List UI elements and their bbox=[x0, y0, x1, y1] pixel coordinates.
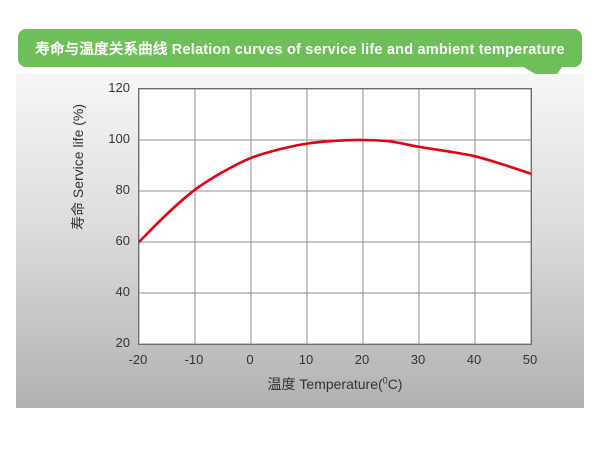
y-tick-label: 20 bbox=[115, 335, 130, 350]
curve-service-life-vs-temperature bbox=[139, 138, 531, 244]
chart-panel: 寿命 Service life (%) 120 100 80 60 40 20 -20 -1… bbox=[16, 74, 584, 408]
y-tick-label: 80 bbox=[115, 182, 130, 197]
x-tick-label: 30 bbox=[410, 352, 426, 367]
x-axis-title-degree: 0 bbox=[382, 375, 388, 386]
x-tick-label: -20 bbox=[128, 352, 148, 367]
x-tick-label: 20 bbox=[354, 352, 370, 367]
y-tick-label: 40 bbox=[115, 284, 130, 299]
x-axis-title: 温度 Temperature(0C) bbox=[138, 374, 532, 394]
chart-title: 寿命与温度关系曲线 Relation curves of service lif… bbox=[35, 41, 565, 58]
x-tick-label: -10 bbox=[184, 352, 204, 367]
x-axis-title-prefix: 温度 Temperature( bbox=[267, 376, 383, 392]
plot-area bbox=[138, 88, 532, 345]
x-tick-label: 10 bbox=[298, 352, 314, 367]
y-tick-label: 120 bbox=[108, 80, 130, 95]
x-axis-title-suffix: C) bbox=[387, 376, 403, 392]
y-tick-label: 60 bbox=[115, 233, 130, 248]
x-tick-label: 0 bbox=[246, 352, 254, 367]
service-life-curve-chart bbox=[139, 89, 531, 344]
title-banner: 寿命与温度关系曲线 Relation curves of service lif… bbox=[18, 29, 582, 67]
y-axis-title-text: 寿命 Service life (%) bbox=[70, 103, 86, 230]
y-tick-label: 100 bbox=[108, 131, 130, 146]
x-tick-label: 40 bbox=[466, 352, 482, 367]
x-tick-label: 50 bbox=[522, 352, 538, 367]
